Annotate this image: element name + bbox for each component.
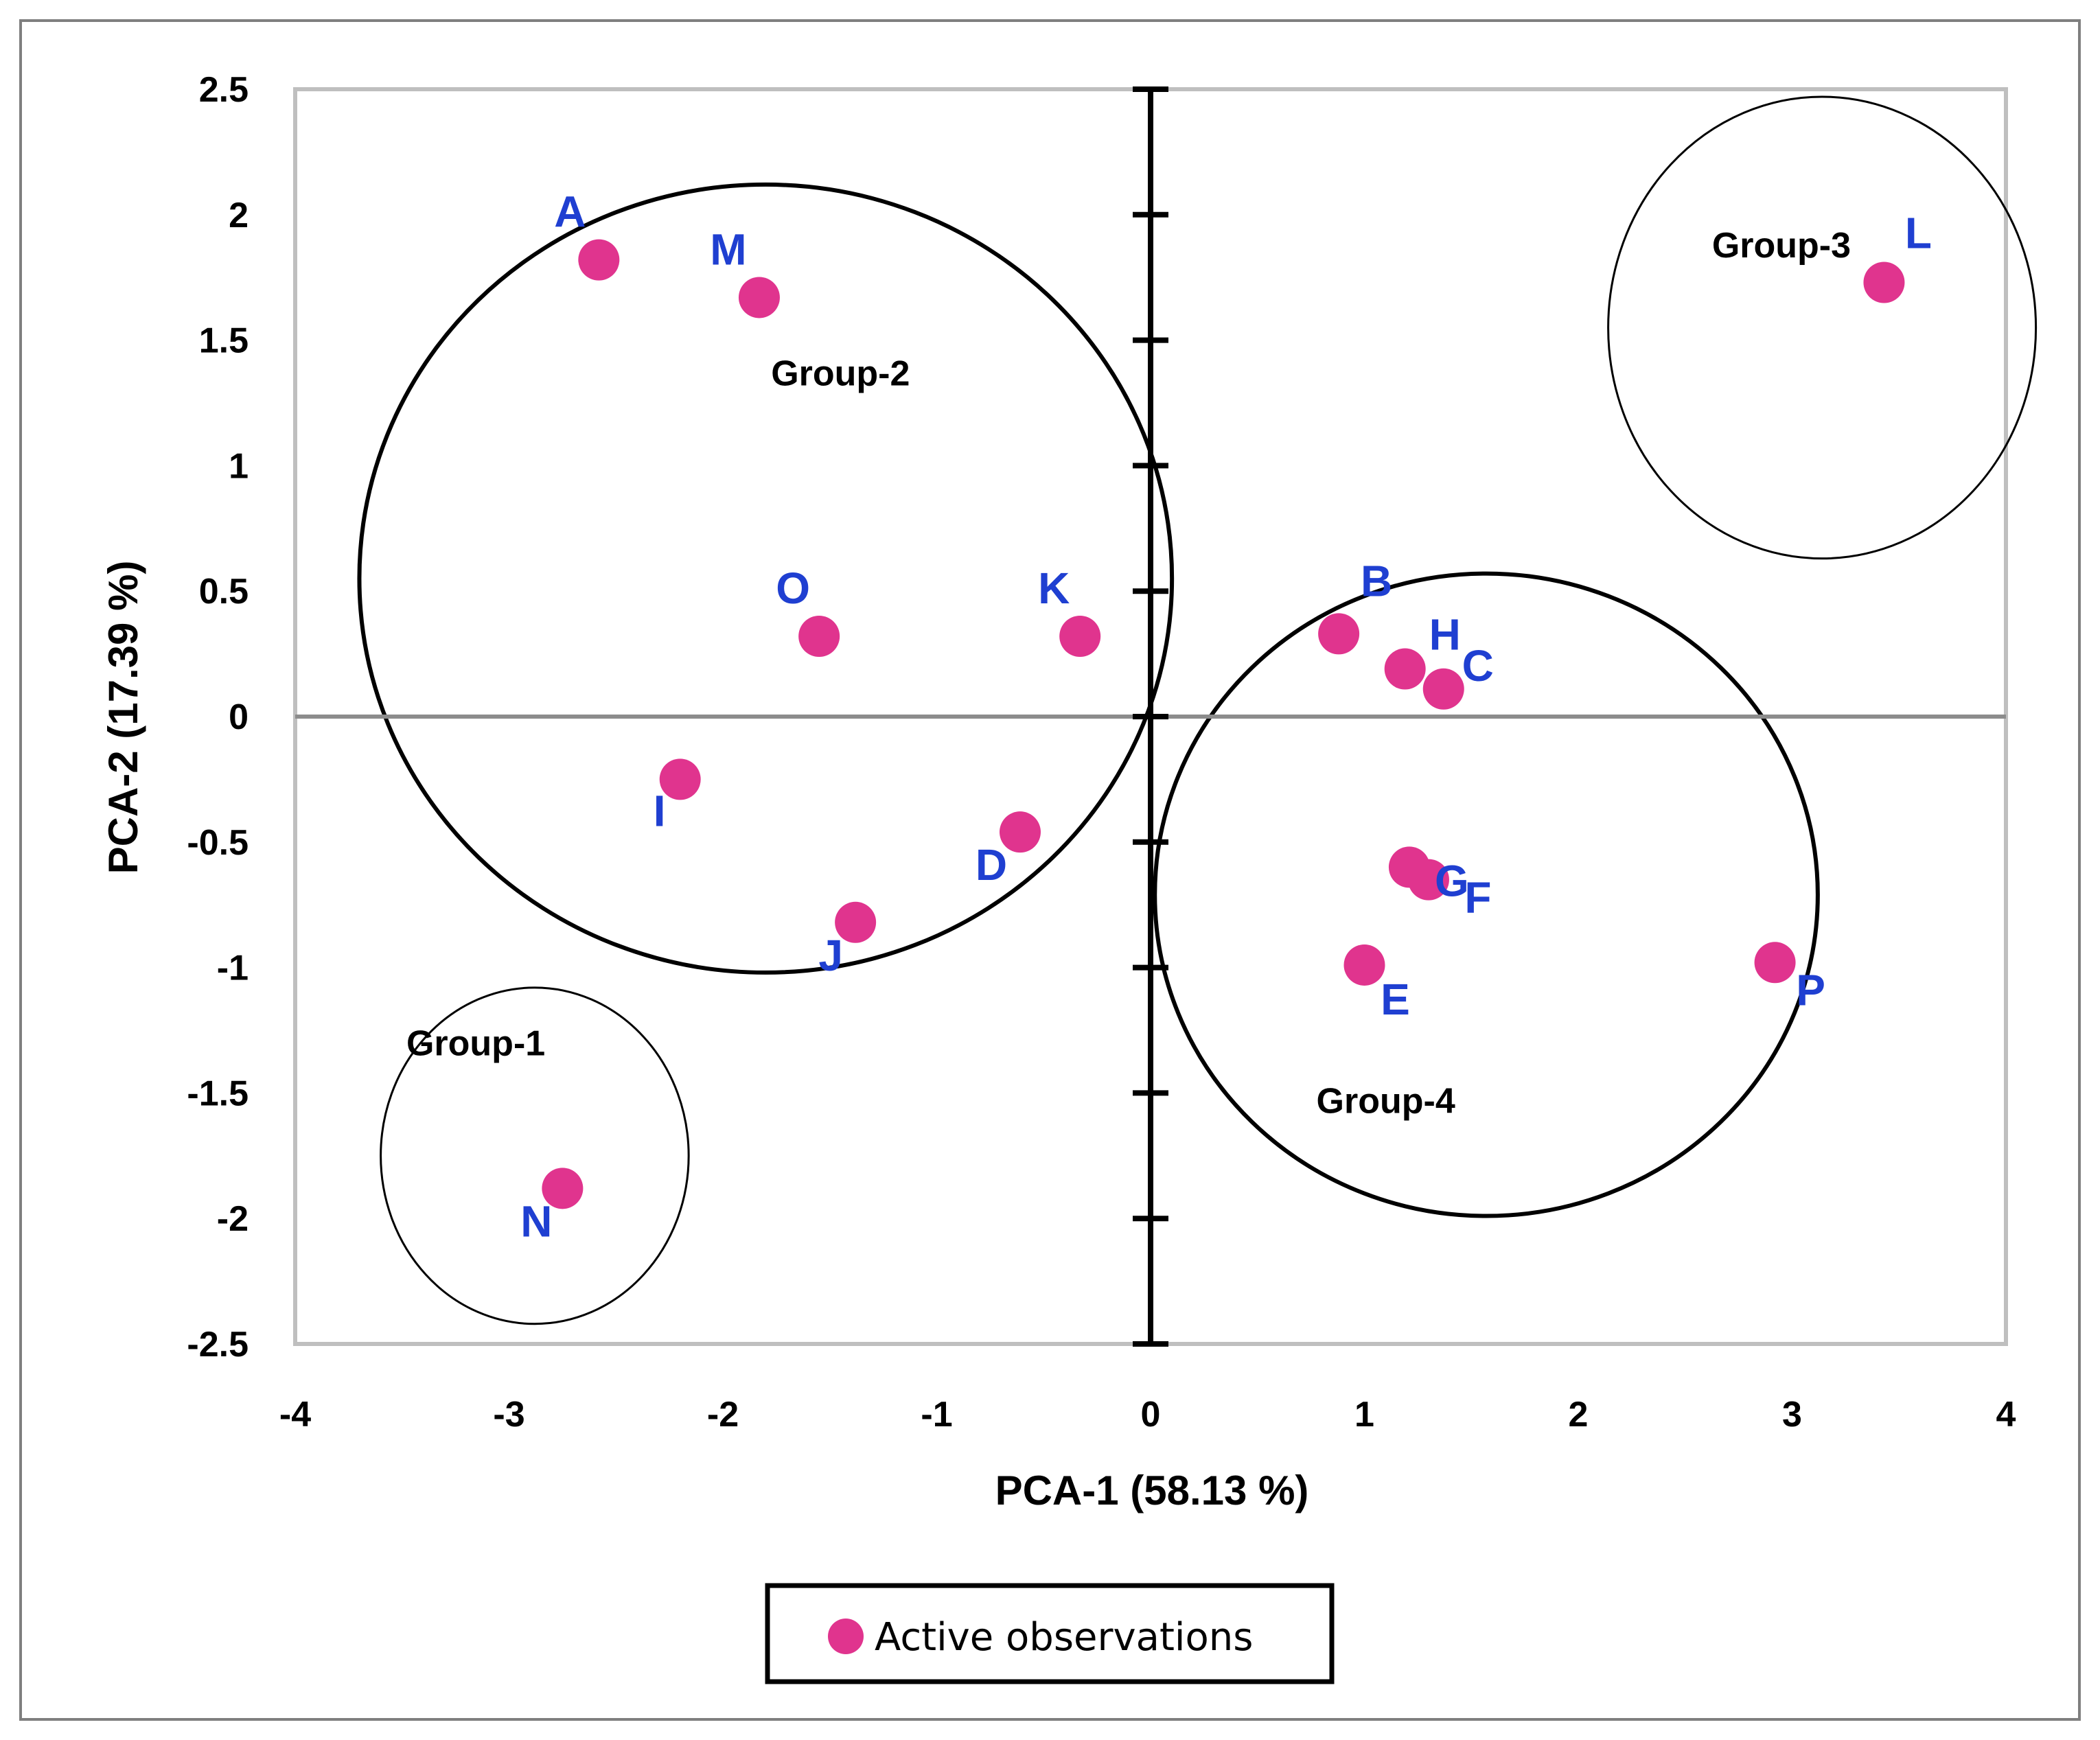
data-point-H [1384, 648, 1426, 690]
data-point-L [1863, 262, 1905, 303]
y-tick-label: 2.5 [199, 70, 249, 110]
data-point-E [1343, 944, 1385, 986]
point-label-E: E [1381, 975, 1410, 1024]
group-label-2: Group-2 [771, 353, 910, 393]
point-label-C: C [1462, 641, 1494, 691]
y-tick-label: -2 [217, 1199, 249, 1239]
x-tick-label: 2 [1569, 1395, 1589, 1435]
data-point-B [1318, 613, 1360, 655]
legend-label: Active observations [875, 1615, 1253, 1660]
group-label-3: Group-3 [1712, 226, 1851, 266]
data-point-P [1754, 942, 1796, 984]
x-tick-label: 3 [1782, 1395, 1802, 1435]
data-point-C [1422, 668, 1464, 710]
y-axis-title: PCA-2 (17.39 %) [100, 561, 146, 874]
point-label-J: J [818, 931, 843, 980]
group-label-1: Group-1 [406, 1024, 545, 1064]
data-point-F [1407, 859, 1449, 901]
x-axis-title: PCA-1 (58.13 %) [995, 1468, 1309, 1513]
point-label-K: K [1038, 564, 1070, 613]
point-label-F: F [1464, 873, 1491, 923]
point-label-B: B [1361, 556, 1392, 605]
x-tick-label: 0 [1141, 1395, 1161, 1435]
group-ellipse-4 [1153, 571, 1820, 1218]
group-label-4: Group-4 [1317, 1082, 1455, 1122]
y-tick-label: -1 [217, 949, 249, 988]
x-tick-label: 1 [1354, 1395, 1374, 1435]
y-tick-label: 1.5 [199, 321, 249, 361]
point-label-M: M [710, 224, 746, 274]
y-tick-label: 1 [229, 446, 249, 486]
point-label-H: H [1429, 610, 1461, 660]
legend-marker [828, 1619, 864, 1654]
point-label-P: P [1796, 965, 1825, 1014]
y-tick-label: 0 [229, 697, 249, 737]
y-tick-label: 2 [229, 196, 249, 235]
x-tick-label: -4 [279, 1395, 311, 1435]
point-label-N: N [520, 1196, 552, 1246]
outer-frame [19, 19, 2081, 1721]
data-point-A [578, 239, 620, 281]
x-tick-label: -1 [921, 1395, 952, 1435]
data-point-M [738, 277, 780, 318]
point-label-D: D [976, 840, 1007, 890]
group-ellipse-3 [1607, 95, 2038, 560]
data-point-I [659, 758, 701, 800]
data-point-J [835, 901, 877, 943]
y-tick-label: 0.5 [199, 572, 249, 612]
group-ellipse-2 [357, 182, 1175, 975]
point-label-I: I [654, 786, 666, 835]
data-point-O [798, 616, 840, 658]
x-tick-label: -3 [493, 1395, 524, 1435]
group-ellipse-1 [380, 986, 690, 1325]
point-label-L: L [1905, 209, 1932, 258]
x-tick-label: -2 [707, 1395, 739, 1435]
x-tick-label: 4 [1996, 1395, 2016, 1435]
y-tick-label: -0.5 [187, 823, 249, 863]
data-point-K [1059, 616, 1101, 658]
y-tick-label: -1.5 [187, 1074, 249, 1113]
legend: Active observations [765, 1583, 1335, 1684]
data-point-N [542, 1168, 584, 1209]
point-label-A: A [554, 187, 586, 237]
point-label-O: O [776, 564, 810, 613]
data-point-D [999, 811, 1041, 853]
point-label-G: G [1435, 856, 1469, 905]
y-tick-label: -2.5 [187, 1325, 249, 1365]
